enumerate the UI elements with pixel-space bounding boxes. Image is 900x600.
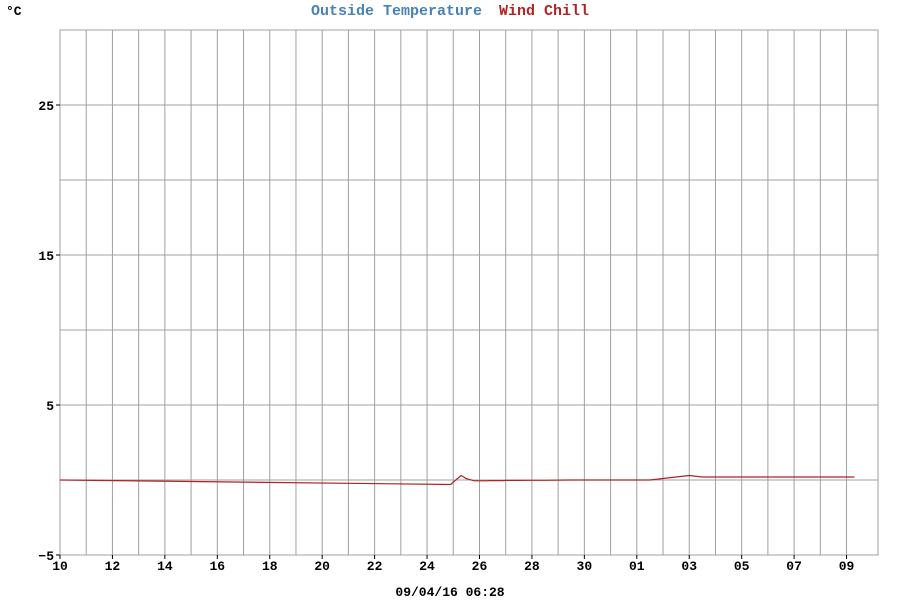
grid-vertical-lines	[85, 30, 848, 555]
title-wind-chill: Wind Chill	[499, 3, 589, 20]
series-line-wind-chill	[59, 474, 855, 486]
x-tick-label: 20	[314, 559, 330, 574]
plot-area	[59, 29, 879, 556]
x-tick-label: 10	[52, 559, 68, 574]
x-tick-label: 16	[210, 559, 226, 574]
x-tick-label: 28	[524, 559, 540, 574]
x-tick-label: 01	[629, 559, 645, 574]
grid-horizontal-lines	[60, 104, 878, 481]
x-tick-label: 09	[839, 559, 855, 574]
x-tick-label: 22	[367, 559, 383, 574]
x-tick-label: 24	[419, 559, 435, 574]
x-tick-label: 26	[472, 559, 488, 574]
x-tick-label: 05	[734, 559, 750, 574]
y-tick-label: −5	[38, 549, 54, 564]
x-tick-label: 18	[262, 559, 278, 574]
x-tick-label: 12	[105, 559, 121, 574]
series-layer	[59, 474, 855, 486]
x-tick-label: 07	[786, 559, 802, 574]
x-tick-label: 30	[577, 559, 593, 574]
x-tick-label: 14	[157, 559, 173, 574]
unit-label: °C	[6, 4, 22, 19]
chart-title: Outside Temperature Wind Chill	[311, 3, 589, 20]
y-tick-label: 25	[38, 99, 54, 114]
y-tick-label: 15	[38, 249, 54, 264]
y-tick-label: 5	[46, 399, 54, 414]
x-tick-label: 03	[681, 559, 697, 574]
title-outside-temperature: Outside Temperature	[311, 3, 482, 20]
x-axis-ticks: 10 12 14 16 18 20 22 24 26 28 30 01 03 05 07 09	[52, 555, 855, 574]
y-axis-ticks: −5 5 15 25	[38, 99, 60, 564]
footer-timestamp: 09/04/16 06:28	[395, 585, 504, 600]
